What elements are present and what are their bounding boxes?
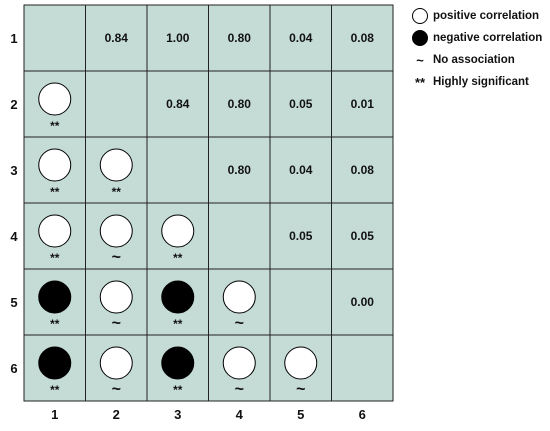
positive-correlation-circle	[38, 82, 72, 116]
significance-mark: **	[50, 383, 60, 397]
correlation-value: 0.08	[351, 163, 375, 177]
negative-correlation-circle	[161, 280, 195, 314]
no-association-mark: ~	[296, 381, 305, 398]
matrix-cell	[269, 202, 332, 270]
row-tick-label: 3	[10, 163, 17, 178]
negative-correlation-circle	[161, 346, 195, 380]
correlation-value: 0.05	[289, 229, 313, 243]
positive-correlation-circle	[99, 346, 133, 380]
positive-correlation-circle	[38, 214, 72, 248]
matrix-cell	[208, 136, 271, 204]
significance-mark: **	[173, 317, 183, 331]
matrix-cell	[146, 4, 209, 72]
no-association-mark: ~	[112, 249, 121, 266]
legend-item-no-association: ~ No association	[410, 50, 550, 72]
matrix-cell	[85, 4, 148, 72]
black-circle-icon	[412, 30, 428, 46]
column-tick-label: 3	[174, 407, 181, 422]
significance-mark: **	[112, 185, 122, 199]
matrix-cell	[85, 70, 148, 138]
axis-labels: 1 2 3 4 5 6 1 2 3 4 5 6	[10, 31, 365, 422]
correlation-value: 0.80	[228, 97, 252, 111]
matrix-grid	[23, 4, 394, 402]
correlation-value: 0.80	[228, 163, 252, 177]
matrix-cell	[208, 202, 271, 270]
correlation-value: 0.05	[289, 97, 313, 111]
significance-mark: **	[173, 383, 183, 397]
legend-item-positive: positive correlation	[410, 6, 550, 28]
double-asterisk-icon: **	[414, 74, 426, 90]
column-tick-label: 6	[359, 407, 366, 422]
correlation-value: 0.04	[289, 163, 313, 177]
significance-mark: **	[50, 185, 60, 199]
row-tick-label: 1	[10, 31, 17, 46]
legend-item-highly-significant: ** Highly significant	[410, 72, 550, 94]
correlation-value: 0.80	[228, 31, 252, 45]
legend-label: No association	[433, 54, 515, 66]
legend-label: negative correlation	[433, 32, 543, 44]
matrix-cell	[331, 334, 394, 402]
positive-correlation-circle	[99, 280, 133, 314]
column-tick-label: 1	[51, 407, 58, 422]
matrix-cell	[269, 268, 332, 336]
correlation-value: 0.84	[105, 31, 129, 45]
negative-correlation-circle	[38, 280, 72, 314]
matrix-cell	[85, 136, 148, 204]
legend-label: Highly significant	[433, 76, 529, 88]
correlation-value: 0.08	[351, 31, 375, 45]
row-tick-label: 4	[10, 229, 18, 244]
matrix-cell	[331, 268, 394, 336]
correlation-value: 0.04	[289, 31, 313, 45]
correlation-value: 0.05	[351, 229, 375, 243]
legend-label: positive correlation	[433, 10, 540, 22]
correlation-value: 0.84	[166, 97, 190, 111]
negative-correlation-circle	[38, 346, 72, 380]
positive-correlation-circle	[161, 214, 195, 248]
significance-mark: **	[50, 119, 60, 133]
matrix-cell	[269, 136, 332, 204]
positive-correlation-circle	[222, 346, 256, 380]
matrix-cell	[208, 4, 271, 72]
row-tick-label: 2	[10, 97, 17, 112]
row-tick-label: 5	[10, 295, 17, 310]
matrix-cell	[23, 4, 86, 72]
matrix-cell	[331, 202, 394, 270]
legend-item-negative: negative correlation	[410, 28, 550, 50]
no-association-mark: ~	[112, 381, 121, 398]
column-tick-label: 2	[113, 407, 120, 422]
matrix-cell	[146, 136, 209, 204]
column-tick-label: 5	[297, 407, 304, 422]
matrix-cell	[331, 136, 394, 204]
positive-correlation-circle	[99, 148, 133, 182]
column-tick-label: 4	[236, 407, 244, 422]
no-association-mark: ~	[112, 315, 121, 332]
positive-correlation-circle	[38, 148, 72, 182]
tilde-icon: ~	[416, 52, 424, 68]
matrix-cell	[331, 70, 394, 138]
matrix-cell	[208, 70, 271, 138]
positive-correlation-circle	[222, 280, 256, 314]
matrix-cell	[331, 4, 394, 72]
row-tick-label: 6	[10, 361, 17, 376]
correlation-values: 0.84 1.00 0.80 0.04 0.08 0.84 0.80 0.05 0.01 0.80…	[105, 31, 375, 309]
significance-mark: **	[50, 317, 60, 331]
correlation-value: 0.00	[351, 295, 375, 309]
significance-mark: **	[173, 251, 183, 265]
positive-correlation-circle	[99, 214, 133, 248]
significance-mark: **	[50, 251, 60, 265]
correlation-symbols: ** ** ** ** ~ ** ** ~ ** ~ ** ~ ** ~ ~	[38, 82, 318, 398]
legend: positive correlation negative correlatio…	[410, 6, 550, 94]
correlation-value: 1.00	[166, 31, 190, 45]
no-association-mark: ~	[235, 381, 244, 398]
positive-correlation-circle	[284, 346, 318, 380]
correlation-value: 0.01	[351, 97, 375, 111]
no-association-mark: ~	[235, 315, 244, 332]
white-circle-icon	[412, 8, 428, 24]
